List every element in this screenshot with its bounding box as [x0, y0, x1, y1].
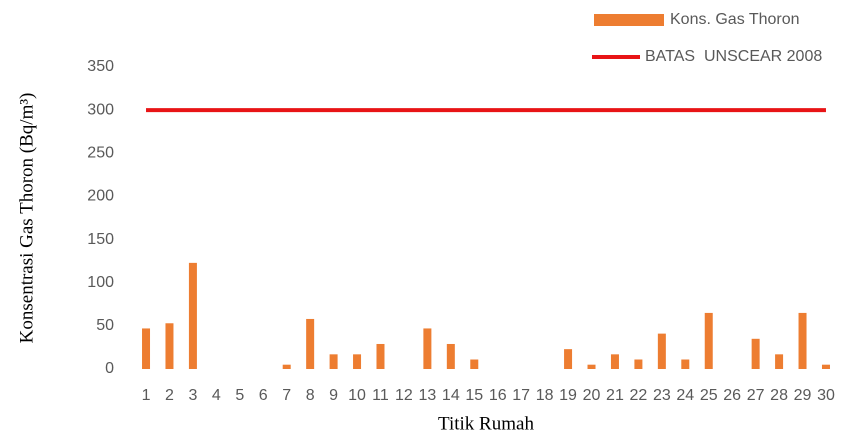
x-tick-label: 18: [536, 387, 554, 404]
y-tick-label: 350: [87, 58, 114, 75]
x-tick-label: 6: [259, 387, 268, 404]
x-tick-label: 2: [165, 387, 174, 404]
bar: [470, 359, 479, 369]
bar: [798, 312, 807, 369]
x-tick-label: 16: [489, 387, 507, 404]
bar: [446, 343, 455, 369]
x-tick-label: 25: [700, 387, 718, 404]
x-tick-label: 22: [630, 387, 648, 404]
x-tick-label: 21: [606, 387, 624, 404]
x-tick-label: 10: [348, 387, 366, 404]
x-tick-label: 15: [465, 387, 483, 404]
x-tick-label: 1: [142, 387, 151, 404]
x-tick-label: 7: [282, 387, 291, 404]
x-tick-label: 27: [747, 387, 765, 404]
y-tick-label: 150: [87, 231, 114, 248]
x-tick-label: 30: [817, 387, 835, 404]
y-tick-label: 300: [87, 101, 114, 118]
y-tick-label: 250: [87, 145, 114, 162]
x-tick-label: 29: [794, 387, 812, 404]
bar: [610, 354, 619, 369]
bar: [329, 354, 338, 369]
x-tick-label: 4: [212, 387, 221, 404]
bar: [564, 349, 573, 369]
bar: [306, 318, 315, 369]
x-tick-label: 19: [559, 387, 577, 404]
y-tick-label: 0: [105, 360, 114, 377]
bar: [587, 364, 596, 369]
y-axis-label: Konsentrasi Gas Thoron (Bq/m³): [16, 93, 37, 344]
bar: [681, 359, 690, 369]
bar: [634, 359, 643, 369]
y-tick-label: 200: [87, 188, 114, 205]
x-tick-label: 23: [653, 387, 671, 404]
x-tick-label: 14: [442, 387, 460, 404]
x-tick-label: 3: [188, 387, 197, 404]
bar: [423, 328, 432, 369]
x-tick-label: 24: [676, 387, 694, 404]
bar: [376, 343, 385, 369]
bar: [142, 328, 151, 369]
legend-label: Kons. Gas Thoron: [670, 11, 800, 28]
bar: [165, 323, 174, 369]
bar: [751, 338, 760, 369]
bar: [657, 333, 666, 369]
bar: [188, 262, 197, 369]
legend-label: BATAS UNSCEAR 2008: [645, 48, 822, 65]
x-tick-label: 11: [372, 387, 389, 404]
x-tick-label: 17: [512, 387, 530, 404]
bar: [821, 364, 830, 369]
x-tick-label: 8: [306, 387, 315, 404]
bar: [282, 364, 291, 369]
x-tick-label: 13: [418, 387, 436, 404]
bar: [704, 312, 713, 369]
x-tick-label: 5: [235, 387, 244, 404]
y-tick-label: 100: [87, 274, 114, 291]
x-tick-label: 20: [583, 387, 601, 404]
x-axis-label: Titik Rumah: [438, 413, 534, 434]
x-tick-label: 26: [723, 387, 741, 404]
y-tick-label: 50: [96, 317, 114, 334]
bar: [353, 354, 362, 369]
x-tick-label: 28: [770, 387, 788, 404]
legend-swatch: [594, 14, 664, 26]
x-tick-label: 9: [329, 387, 338, 404]
x-tick-label: 12: [395, 387, 413, 404]
bar: [775, 354, 784, 369]
